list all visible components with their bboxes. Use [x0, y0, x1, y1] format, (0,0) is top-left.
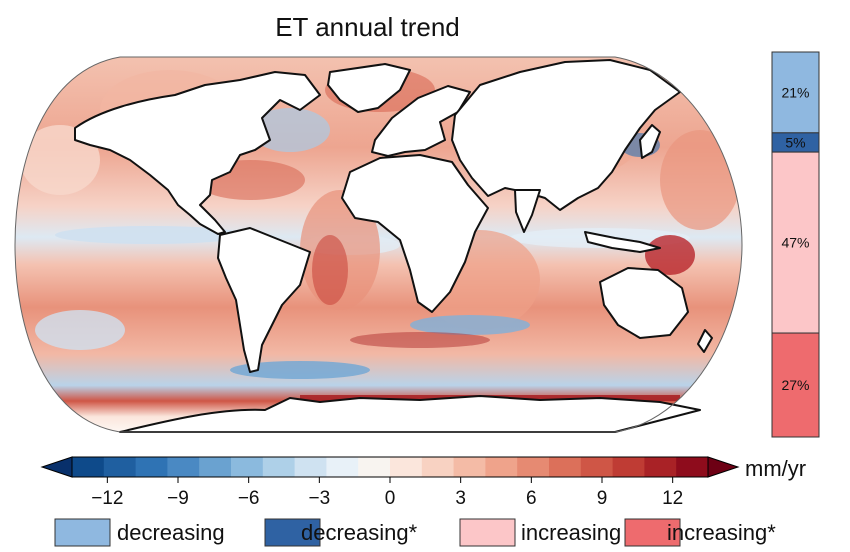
greenland — [327, 63, 411, 113]
colorbar-tick-label: 6 — [526, 488, 537, 509]
colorbar-bin — [644, 457, 677, 477]
colorbar-units: mm/yr — [745, 456, 807, 481]
legend-label-3: increasing — [521, 520, 622, 545]
colorbar-bin — [612, 457, 645, 477]
colorbar-bin — [453, 457, 486, 477]
colorbar-bin — [72, 457, 105, 477]
legend-swatch-3 — [459, 518, 516, 547]
colorbar-bin — [262, 457, 296, 477]
colorbar-bin — [326, 457, 359, 477]
colorbar-bin — [485, 457, 518, 477]
colorbar-bin — [517, 457, 550, 477]
legend-swatch-4 — [624, 518, 681, 547]
colorbar-bin — [390, 457, 423, 477]
colorbar-tick-label: 9 — [597, 488, 608, 509]
new-zealand — [697, 329, 713, 353]
bar-segment-label-2: 5% — [785, 134, 805, 150]
legend-label-2: decreasing* — [301, 520, 418, 545]
bar-segment-4 — [771, 332, 820, 438]
colorbar-bin — [580, 457, 614, 477]
chart-title: ET annual trend — [275, 12, 460, 42]
colorbar-bin — [676, 457, 709, 477]
legend-label-4: increasing* — [667, 520, 776, 545]
colorbar-bin — [294, 457, 327, 477]
colorbar-tick-label: −3 — [308, 488, 330, 509]
colorbar-bin — [231, 457, 264, 477]
colorbar-tick-label: 0 — [385, 488, 396, 509]
colorbar-bin — [421, 457, 455, 477]
bar-segment-label-4: 27% — [781, 377, 809, 393]
south-america — [217, 227, 311, 373]
colorbar-tick-label: 3 — [455, 488, 466, 509]
bar-segment-1 — [771, 51, 820, 134]
legend-swatch-1 — [54, 518, 111, 547]
africa — [341, 154, 489, 313]
asia — [451, 59, 681, 211]
colorbar-tick-label: −12 — [91, 488, 123, 509]
legend-swatch-2 — [264, 518, 321, 547]
bar-segment-label-3: 47% — [781, 235, 809, 251]
colorbar-tick-label: 12 — [662, 488, 683, 509]
colorbar-bin — [549, 457, 582, 477]
bar-segment-3 — [771, 151, 820, 334]
globe-outline — [14, 56, 743, 433]
colorbar-bin — [358, 457, 391, 477]
australia — [599, 267, 689, 339]
colorbar-bin — [103, 457, 137, 477]
europe — [371, 85, 471, 157]
colorbar-bin — [199, 457, 232, 477]
colorbar-tick-label: −9 — [167, 488, 189, 509]
japan — [639, 124, 661, 159]
north-america — [74, 71, 321, 235]
indonesia — [584, 231, 661, 253]
legend-label-1: decreasing — [117, 520, 225, 545]
colorbar-bin — [135, 457, 168, 477]
india — [514, 189, 541, 233]
bar-segment-label-1: 21% — [781, 84, 809, 100]
antarctica — [119, 395, 701, 433]
colorbar-bin — [167, 457, 200, 477]
colorbar-tick-label: −6 — [238, 488, 260, 509]
